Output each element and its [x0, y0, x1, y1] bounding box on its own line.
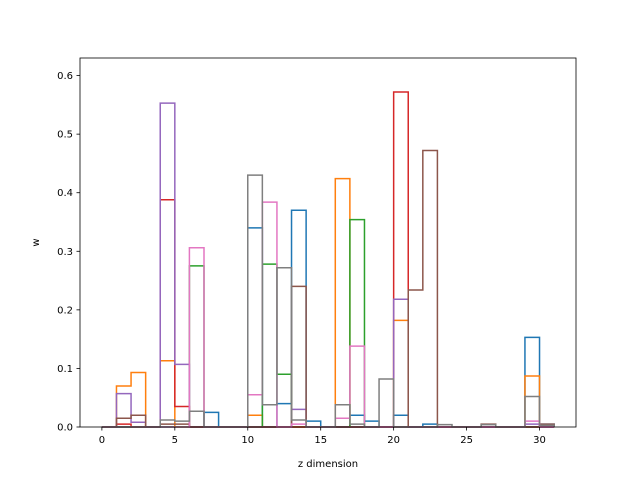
x-axis: 0 5 10 15 20 25 30 — [99, 427, 546, 446]
series-1-step-line — [101, 177, 555, 428]
series-layer — [101, 91, 555, 428]
series-0-step-line — [101, 209, 555, 428]
series-5-step-line — [101, 149, 555, 428]
y-tick-label: 0.1 — [57, 364, 73, 375]
series-7-step-line — [101, 174, 555, 428]
x-tick-label: 5 — [172, 435, 178, 446]
x-tick-label: 10 — [241, 435, 254, 446]
x-axis-label: z dimension — [298, 459, 358, 470]
x-tick-label: 30 — [533, 435, 546, 446]
series-3-step-line — [101, 91, 555, 428]
series-4-step-line — [101, 102, 555, 428]
x-tick-label: 15 — [314, 435, 327, 446]
y-axis-label: w — [31, 238, 42, 246]
y-tick-label: 0.2 — [57, 305, 73, 316]
y-tick-label: 0.0 — [57, 423, 73, 434]
x-tick-label: 20 — [387, 435, 400, 446]
y-tick-label: 0.4 — [57, 188, 73, 199]
y-tick-label: 0.5 — [57, 130, 73, 141]
series-2-step-line — [101, 218, 555, 428]
x-tick-label: 0 — [99, 435, 105, 446]
y-tick-label: 0.3 — [57, 247, 73, 258]
plot-frame — [79, 57, 577, 428]
y-axis: 0.0 0.1 0.2 0.3 0.4 0.5 0.6 — [57, 71, 80, 434]
x-tick-label: 25 — [460, 435, 473, 446]
y-tick-label: 0.6 — [57, 71, 73, 82]
series-6-step-line — [101, 201, 555, 428]
